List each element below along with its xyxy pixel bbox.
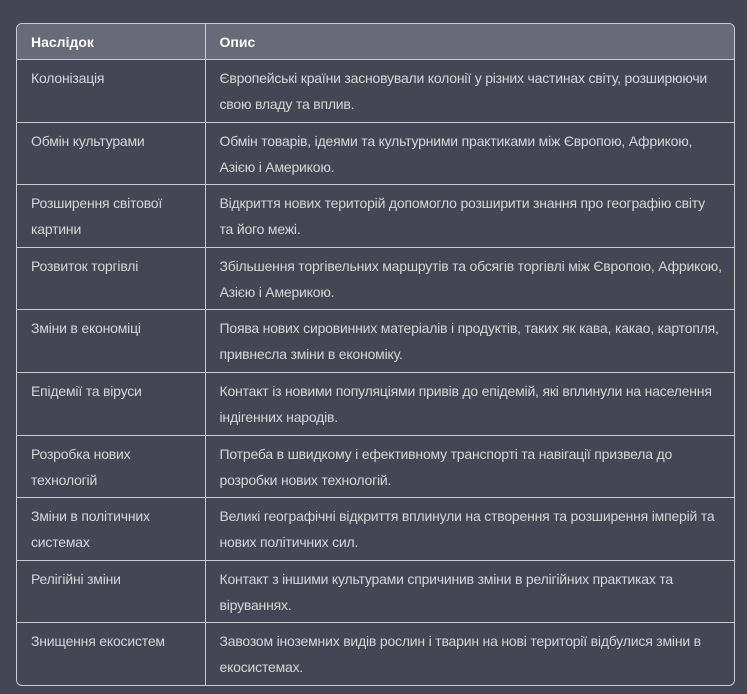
table-header-row: Наслідок Опис	[17, 24, 734, 60]
description-cell: Відкриття нових територій допомогло розш…	[204, 184, 734, 248]
consequence-cell: Релігійні зміни	[17, 559, 205, 623]
table-row: Розробка нових технологій Потреба в швидк…	[17, 434, 734, 498]
table-row: Епідемії та віруси Контакт із новими попу…	[17, 371, 734, 436]
description-cell: Великі географічні відкриття вплинули на…	[204, 497, 734, 561]
consequence-cell: Розробка нових технологій	[17, 434, 205, 498]
description-cell: Контакт з іншими культурами спричинив зм…	[204, 559, 734, 623]
description-cell: Завозом іноземних видів рослин і тварин …	[204, 622, 734, 686]
table-row: Зміни в політичних системах Великі геогра…	[17, 497, 734, 561]
table-row: Зміни в економіці Поява нових сировинних …	[17, 309, 734, 373]
consequences-table: Наслідок Опис Колонізація Європейські кра…	[17, 24, 734, 686]
header-description: Опис	[204, 24, 734, 60]
description-cell: Обмін товарів, ідеями та культурними пра…	[204, 121, 734, 185]
consequence-cell: Знищення екосистем	[17, 622, 205, 686]
consequence-cell: Розширення світової картини	[17, 184, 205, 248]
consequence-cell: Зміни в політичних системах	[17, 497, 205, 561]
consequence-cell: Розвиток торгівлі	[17, 246, 205, 310]
consequence-cell: Епідемії та віруси	[17, 371, 205, 436]
table-row: Обмін культурами Обмін товарів, ідеями та…	[17, 121, 734, 185]
description-cell: Поява нових сировинних матеріалів і прод…	[204, 309, 734, 373]
header-consequence: Наслідок	[17, 24, 205, 60]
consequences-table-container: Наслідок Опис Колонізація Європейські кра…	[16, 23, 735, 687]
description-cell: Європейські країни засновували колонії у…	[204, 59, 734, 123]
description-cell: Збільшення торгівельних маршрутів та обс…	[204, 246, 734, 310]
table-row: Розвиток торгівлі Збільшення торгівельних…	[17, 246, 734, 310]
table-row: Знищення екосистем Завозом іноземних виді…	[17, 622, 734, 686]
consequence-cell: Обмін культурами	[17, 121, 205, 185]
table-row: Релігійні зміни Контакт з іншими культура…	[17, 559, 734, 623]
table-row: Колонізація Європейські країни засновувал…	[17, 59, 734, 123]
consequence-cell: Зміни в економіці	[17, 309, 205, 373]
consequence-cell: Колонізація	[31, 70, 105, 86]
description-cell: Потреба в швидкому і ефективному транспо…	[204, 434, 734, 498]
table-row: Розширення світової картини Відкриття нов…	[17, 184, 734, 248]
description-cell: Контакт із новими популяціями привів до …	[204, 371, 734, 436]
